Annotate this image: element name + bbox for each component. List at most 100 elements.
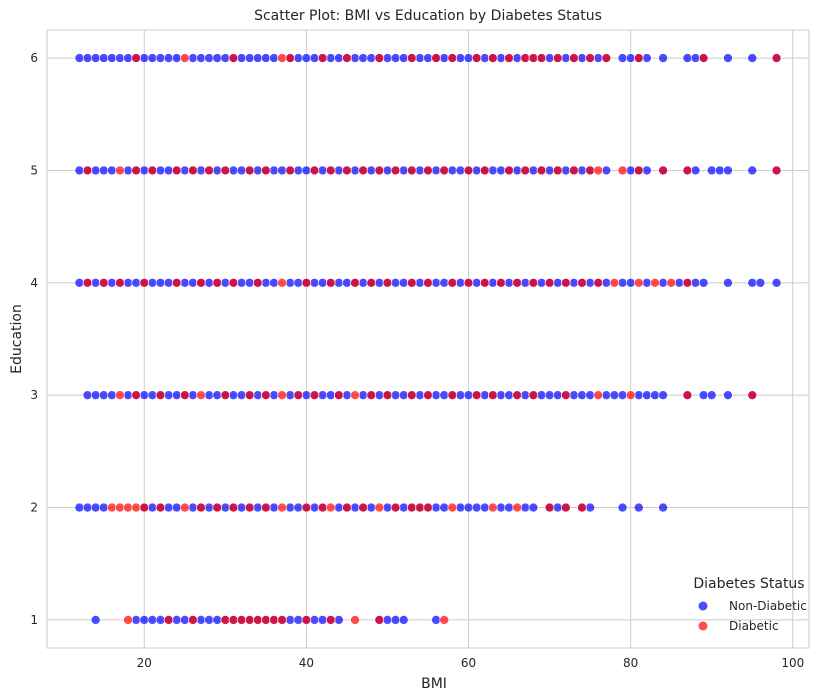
scatter-point-non-diabetic	[398, 390, 409, 400]
scatter-point-diabetic	[528, 53, 539, 63]
scatter-point-diabetic	[544, 278, 555, 288]
scatter-point-non-diabetic	[196, 53, 206, 63]
scatter-point-non-diabetic	[617, 390, 628, 400]
scatter-point-non-diabetic	[252, 502, 263, 513]
scatter-point-non-diabetic	[171, 390, 182, 400]
scatter-point-diabetic	[471, 390, 482, 400]
scatter-point-non-diabetic	[431, 502, 441, 513]
scatter-point-non-diabetic	[252, 165, 263, 176]
scatter-point-non-diabetic	[585, 390, 595, 400]
scatter-point-non-diabetic	[204, 278, 214, 288]
scatter-point-diabetic	[220, 615, 231, 625]
scatter-point-diabetic	[350, 615, 360, 625]
scatter-point-non-diabetic	[471, 502, 482, 513]
scatter-point-diabetic	[115, 502, 125, 513]
scatter-point-diabetic	[269, 615, 279, 625]
legend-marker-non-diabetic	[698, 601, 708, 611]
scatter-point-non-diabetic	[593, 53, 604, 63]
scatter-point-diabetic	[577, 278, 587, 288]
scatter-point-diabetic	[252, 278, 263, 288]
scatter-point-diabetic	[593, 165, 604, 176]
scatter-point-diabetic	[374, 165, 385, 176]
scatter-point-diabetic	[406, 53, 417, 63]
scatter-point-diabetic	[180, 53, 190, 63]
scatter-point-non-diabetic	[98, 53, 109, 63]
scatter-point-non-diabetic	[334, 165, 344, 176]
scatter-point-non-diabetic	[601, 165, 612, 176]
scatter-point-non-diabetic	[617, 278, 628, 288]
scatter-point-non-diabetic	[358, 278, 368, 288]
scatter-point-non-diabetic	[512, 165, 522, 176]
scatter-point-non-diabetic	[285, 615, 295, 625]
scatter-point-diabetic	[358, 165, 368, 176]
scatter-point-non-diabetic	[528, 165, 539, 176]
scatter-point-non-diabetic	[139, 390, 150, 400]
scatter-point-non-diabetic	[301, 53, 312, 63]
scatter-point-non-diabetic	[123, 53, 133, 63]
legend-title: Diabetes Status	[693, 576, 804, 592]
scatter-point-non-diabetic	[74, 278, 85, 288]
scatter-point-non-diabetic	[771, 278, 782, 288]
scatter-point-diabetic	[520, 53, 531, 63]
scatter-point-diabetic	[447, 278, 458, 288]
scatter-point-diabetic	[317, 53, 328, 63]
scatter-point-non-diabetic	[147, 615, 158, 625]
scatter-point-non-diabetic	[520, 502, 531, 513]
scatter-point-non-diabetic	[180, 278, 190, 288]
y-tick-label: 5	[30, 163, 38, 177]
scatter-point-diabetic	[423, 502, 433, 513]
scatter-point-diabetic	[342, 53, 352, 63]
scatter-point-diabetic	[212, 502, 223, 513]
scatter-point-diabetic	[552, 53, 563, 63]
scatter-point-non-diabetic	[390, 53, 401, 63]
scatter-point-diabetic	[139, 278, 150, 288]
scatter-point-non-diabetic	[293, 53, 304, 63]
scatter-point-non-diabetic	[536, 278, 547, 288]
scatter-point-diabetic	[374, 53, 385, 63]
scatter-point-diabetic	[261, 165, 271, 176]
scatter-point-non-diabetic	[488, 165, 498, 176]
scatter-point-non-diabetic	[577, 390, 587, 400]
scatter-point-diabetic	[488, 390, 498, 400]
scatter-point-diabetic	[633, 278, 644, 288]
scatter-point-diabetic	[423, 278, 433, 288]
scatter-point-diabetic	[309, 390, 320, 400]
scatter-point-diabetic	[382, 278, 393, 288]
scatter-point-non-diabetic	[309, 53, 320, 63]
scatter-point-non-diabetic	[690, 53, 701, 63]
scatter-point-diabetic	[301, 278, 312, 288]
scatter-point-diabetic	[82, 278, 93, 288]
scatter-point-non-diabetic	[196, 615, 206, 625]
scatter-point-non-diabetic	[236, 278, 247, 288]
scatter-point-non-diabetic	[163, 53, 174, 63]
scatter-point-non-diabetic	[382, 502, 393, 513]
scatter-point-diabetic	[244, 165, 255, 176]
scatter-point-non-diabetic	[658, 53, 668, 63]
scatter-point-non-diabetic	[617, 53, 628, 63]
scatter-point-diabetic	[98, 278, 109, 288]
scatter-point-non-diabetic	[90, 615, 101, 625]
scatter-point-non-diabetic	[471, 165, 482, 176]
scatter-point-diabetic	[593, 390, 604, 400]
scatter-point-diabetic	[406, 390, 417, 400]
scatter-point-non-diabetic	[650, 390, 660, 400]
scatter-point-non-diabetic	[463, 53, 474, 63]
scatter-point-diabetic	[601, 53, 612, 63]
scatter-point-non-diabetic	[228, 390, 239, 400]
scatter-point-non-diabetic	[674, 278, 685, 288]
scatter-point-non-diabetic	[317, 615, 328, 625]
scatter-point-diabetic	[139, 502, 150, 513]
scatter-point-diabetic	[439, 615, 450, 625]
scatter-point-non-diabetic	[723, 390, 733, 400]
scatter-point-non-diabetic	[755, 278, 766, 288]
scatter-point-diabetic	[277, 53, 287, 63]
scatter-point-non-diabetic	[658, 502, 668, 513]
scatter-point-diabetic	[439, 165, 450, 176]
legend-label-diabetic: Diabetic	[729, 619, 779, 633]
scatter-point-non-diabetic	[455, 278, 466, 288]
scatter-point-diabetic	[423, 390, 433, 400]
scatter-point-diabetic	[552, 165, 563, 176]
scatter-point-non-diabetic	[374, 278, 385, 288]
scatter-point-non-diabetic	[463, 390, 474, 400]
